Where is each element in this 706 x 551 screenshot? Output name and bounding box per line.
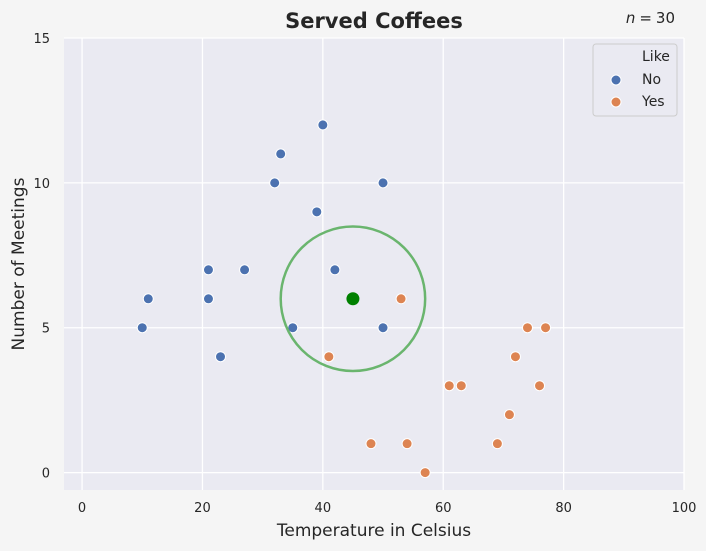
x-tick-label: 80 xyxy=(555,501,572,516)
data-point-yes xyxy=(419,467,431,479)
legend-title: Like xyxy=(642,49,670,65)
sample-size-value: 30 xyxy=(656,9,675,27)
grid-lines xyxy=(64,37,685,490)
legend-marker-yes xyxy=(610,96,622,108)
highlight-circle xyxy=(279,225,427,373)
data-points xyxy=(136,119,552,479)
x-tick-label: 40 xyxy=(315,501,332,516)
chart-title: Served Coffees xyxy=(285,9,463,33)
data-point-no xyxy=(136,322,148,334)
data-point-no xyxy=(215,351,227,363)
sample-size-symbol: n xyxy=(626,9,636,27)
data-point-no xyxy=(202,264,214,276)
x-tick-labels: 0 20 40 60 80 100 xyxy=(78,501,696,516)
legend: Like No Yes xyxy=(592,43,678,117)
data-point-no xyxy=(377,322,389,334)
data-point-yes xyxy=(443,380,455,392)
data-point-yes xyxy=(401,438,413,450)
legend-marker-no xyxy=(610,74,622,86)
data-point-yes xyxy=(323,351,335,363)
data-point-no xyxy=(275,148,287,160)
data-point-yes xyxy=(509,351,521,363)
data-point-no xyxy=(311,206,323,218)
data-point-no xyxy=(142,293,154,305)
legend-label-yes: Yes xyxy=(641,94,665,110)
y-tick-label: 0 xyxy=(42,467,50,482)
data-point-no xyxy=(202,293,214,305)
data-point-yes xyxy=(534,380,546,392)
y-tick-labels: 0 5 10 15 xyxy=(33,32,50,482)
y-tick-label: 10 xyxy=(33,177,50,192)
x-tick-label: 60 xyxy=(435,501,452,516)
data-point-yes xyxy=(503,409,515,421)
data-point-no xyxy=(317,119,329,131)
y-tick-label: 5 xyxy=(42,322,50,337)
y-tick-label: 15 xyxy=(33,32,50,47)
data-point-yes xyxy=(540,322,552,334)
data-point-yes xyxy=(395,293,407,305)
sample-size-equals: = xyxy=(639,9,652,27)
data-point-no xyxy=(239,264,251,276)
data-point-yes xyxy=(455,380,467,392)
data-point-yes xyxy=(365,438,377,450)
highlight-point xyxy=(346,292,360,306)
data-point-no xyxy=(329,264,341,276)
x-tick-label: 0 xyxy=(78,501,86,516)
sample-size-note: n = 30 xyxy=(626,9,675,27)
x-axis-label: Temperature in Celsius xyxy=(276,521,471,541)
legend-label-no: No xyxy=(642,72,661,88)
data-point-no xyxy=(269,177,281,189)
data-point-yes xyxy=(521,322,533,334)
y-axis-label: Number of Meetings xyxy=(9,177,29,350)
plot-area xyxy=(64,38,684,490)
data-point-no xyxy=(377,177,389,189)
x-tick-label: 100 xyxy=(672,501,697,516)
x-tick-label: 20 xyxy=(194,501,211,516)
data-point-yes xyxy=(491,438,503,450)
